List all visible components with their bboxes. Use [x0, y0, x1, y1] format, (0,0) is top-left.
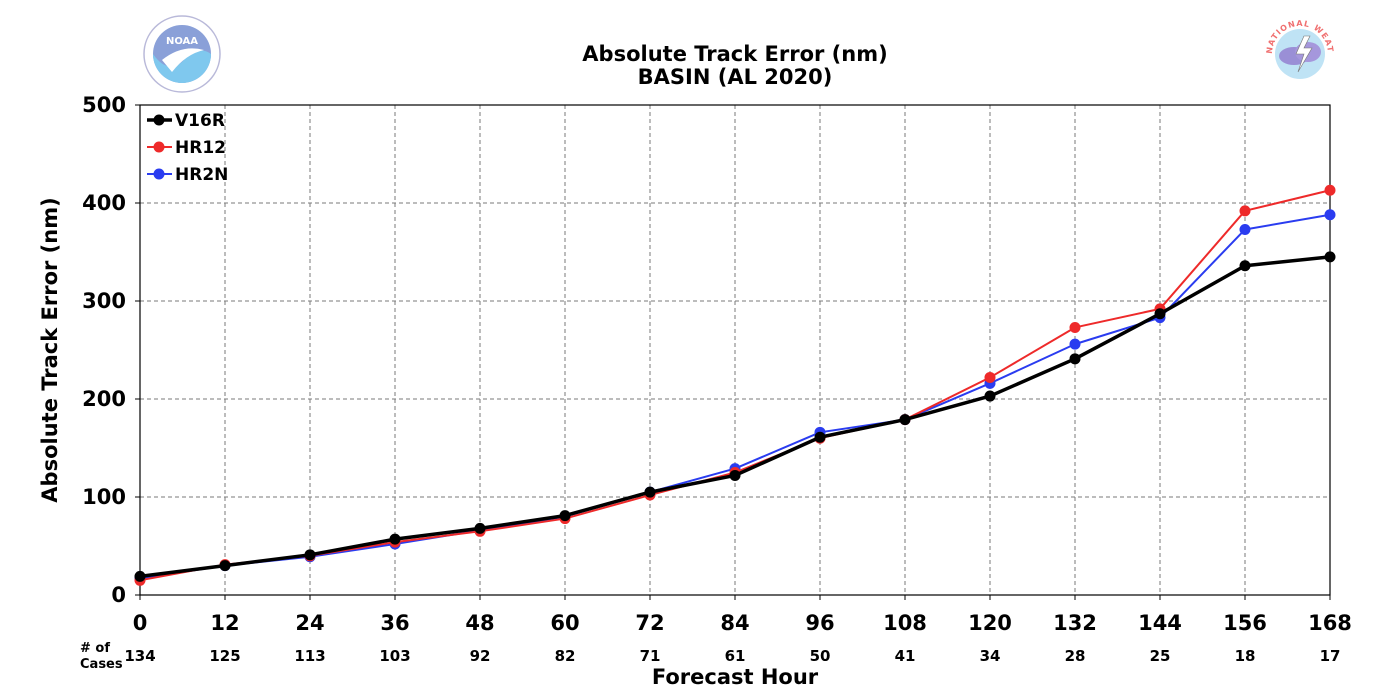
legend-label: HR2N [175, 165, 228, 185]
data-point [899, 414, 911, 426]
legend-entry-hr12: HR12 [147, 138, 226, 158]
y-tick-label: 300 [82, 289, 126, 313]
axes: 0 134 12 125 24 113 36 103 48 92 60 82 72 71 84 61 96 50 1… [82, 93, 1352, 665]
x-axis-label: Forecast Hour [652, 665, 819, 689]
y-tick-label: 100 [82, 485, 126, 509]
cases-count: 134 [124, 647, 155, 665]
cases-count: 34 [980, 647, 1001, 665]
nws-logo-icon: NATIONAL WEATHER SERVICE [1256, 7, 1338, 92]
data-point [389, 533, 401, 545]
legend-label: HR12 [175, 138, 226, 158]
x-tick-label: 0 [133, 611, 148, 635]
y-tick-label: 400 [82, 191, 126, 215]
cases-count: 61 [725, 647, 746, 665]
x-tick-label: 96 [805, 611, 834, 635]
cases-label: # of Cases [80, 641, 123, 672]
x-tick-label: 72 [635, 611, 664, 635]
cases-count: 28 [1065, 647, 1086, 665]
y-tick-label: 200 [82, 387, 126, 411]
noaa-logo-text: NOAA [166, 36, 198, 47]
chart-subtitle: BASIN (AL 2020) [638, 65, 833, 89]
x-tick-label: 60 [550, 611, 579, 635]
x-tick-label: 132 [1053, 611, 1097, 635]
data-point [1154, 308, 1166, 320]
legend: V16R HR12 HR2N [147, 111, 228, 185]
data-point [1239, 260, 1251, 272]
data-point [1324, 184, 1336, 196]
data-point [984, 371, 996, 383]
data-point [1239, 223, 1251, 235]
cases-count: 103 [379, 647, 410, 665]
cases-count: 41 [895, 647, 916, 665]
legend-swatch-marker [153, 114, 165, 126]
x-tick-label: 156 [1223, 611, 1267, 635]
data-point [984, 390, 996, 402]
cases-count: 125 [209, 647, 240, 665]
x-tick-label: 144 [1138, 611, 1182, 635]
data-point [1069, 353, 1081, 365]
data-point [1069, 321, 1081, 333]
x-tick-label: 36 [380, 611, 409, 635]
cases-count: 18 [1235, 647, 1256, 665]
x-tick-label: 168 [1308, 611, 1352, 635]
series-v16r [134, 251, 1336, 582]
cases-count: 82 [555, 647, 576, 665]
cases-count: 25 [1150, 647, 1171, 665]
data-point [1069, 338, 1081, 350]
data-point [474, 522, 486, 534]
data-point [1324, 209, 1336, 221]
grid [140, 105, 1330, 595]
x-tick-label: 108 [883, 611, 927, 635]
x-tick-label: 48 [465, 611, 494, 635]
chart-title: Absolute Track Error (nm) [582, 42, 887, 66]
data-point [644, 486, 656, 498]
cases-count: 50 [810, 647, 831, 665]
cases-count: 17 [1320, 647, 1341, 665]
y-tick-label: 0 [111, 583, 126, 607]
legend-swatch-marker [153, 168, 165, 180]
legend-swatch-marker [153, 141, 165, 153]
y-axis-label: Absolute Track Error (nm) [38, 197, 62, 502]
data-point [304, 549, 316, 561]
legend-entry-hr2n: HR2N [147, 165, 228, 185]
data-point [559, 510, 571, 522]
noaa-logo-icon: NOAA [143, 15, 221, 93]
series-layer [134, 184, 1336, 586]
data-point [1324, 251, 1336, 263]
legend-entry-v16r: V16R [147, 111, 225, 131]
y-tick-label: 500 [82, 93, 126, 117]
data-point [1239, 205, 1251, 217]
data-point [729, 469, 741, 481]
cases-count: 71 [640, 647, 661, 665]
x-tick-label: 120 [968, 611, 1012, 635]
cases-count: 92 [470, 647, 491, 665]
x-tick-label: 84 [720, 611, 749, 635]
x-tick-label: 12 [210, 611, 239, 635]
nws-logo: NATIONAL WEATHER SERVICE [1256, 7, 1340, 94]
data-point [814, 431, 826, 443]
cases-count: 113 [294, 647, 325, 665]
legend-label: V16R [175, 111, 225, 131]
data-point [134, 570, 146, 582]
x-tick-label: 24 [295, 611, 324, 635]
noaa-logo: NOAA [142, 14, 222, 94]
data-point [219, 560, 231, 572]
